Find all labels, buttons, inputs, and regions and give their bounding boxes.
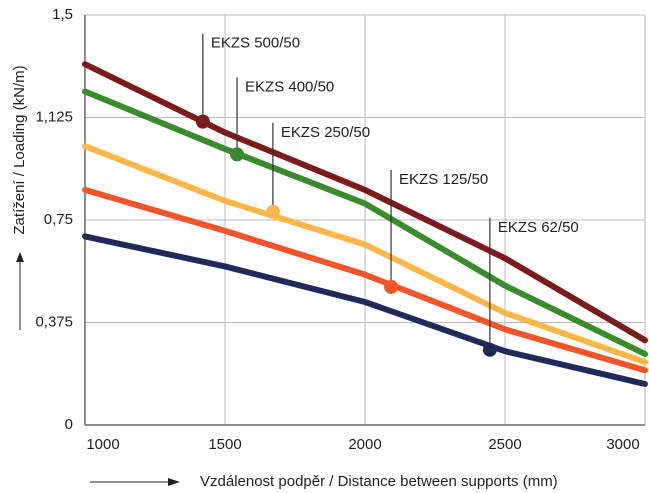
y-tick-label: 0,75 <box>44 211 73 228</box>
x-tick-label: 3000 <box>606 436 639 453</box>
series-line <box>82 186 648 374</box>
y-arrow-head <box>16 252 24 262</box>
series-label: EKZS 500/50 <box>211 35 300 52</box>
series-line <box>82 233 648 387</box>
series-label: EKZS 250/50 <box>281 124 370 141</box>
y-tick-label: 1,5 <box>52 6 73 23</box>
x-arrow-head <box>168 478 180 486</box>
series-label: EKZS 125/50 <box>399 171 488 188</box>
x-tick-label: 1000 <box>86 436 119 453</box>
point-marker <box>482 342 497 357</box>
series-line <box>82 61 648 344</box>
x-tick-label: 2000 <box>348 436 381 453</box>
y-tick-label: 0 <box>65 416 73 433</box>
series-line <box>82 88 648 357</box>
point-marker <box>384 279 399 294</box>
x-tick-label: 1500 <box>208 436 241 453</box>
series-label: EKZS 400/50 <box>245 78 334 95</box>
point-marker <box>265 204 280 219</box>
y-tick-label: 1,125 <box>35 108 73 125</box>
series-line <box>82 143 648 366</box>
x-axis-label: Vzdálenost podpěr / Distance between sup… <box>200 473 558 490</box>
point-marker <box>230 147 245 162</box>
x-tick-label: 2500 <box>488 436 521 453</box>
y-tick-label: 0,375 <box>35 313 73 330</box>
y-axis-label: Zatížení / Loading (kN/m) <box>11 65 28 234</box>
point-marker <box>195 114 210 129</box>
series-label: EKZS 62/50 <box>498 219 579 236</box>
